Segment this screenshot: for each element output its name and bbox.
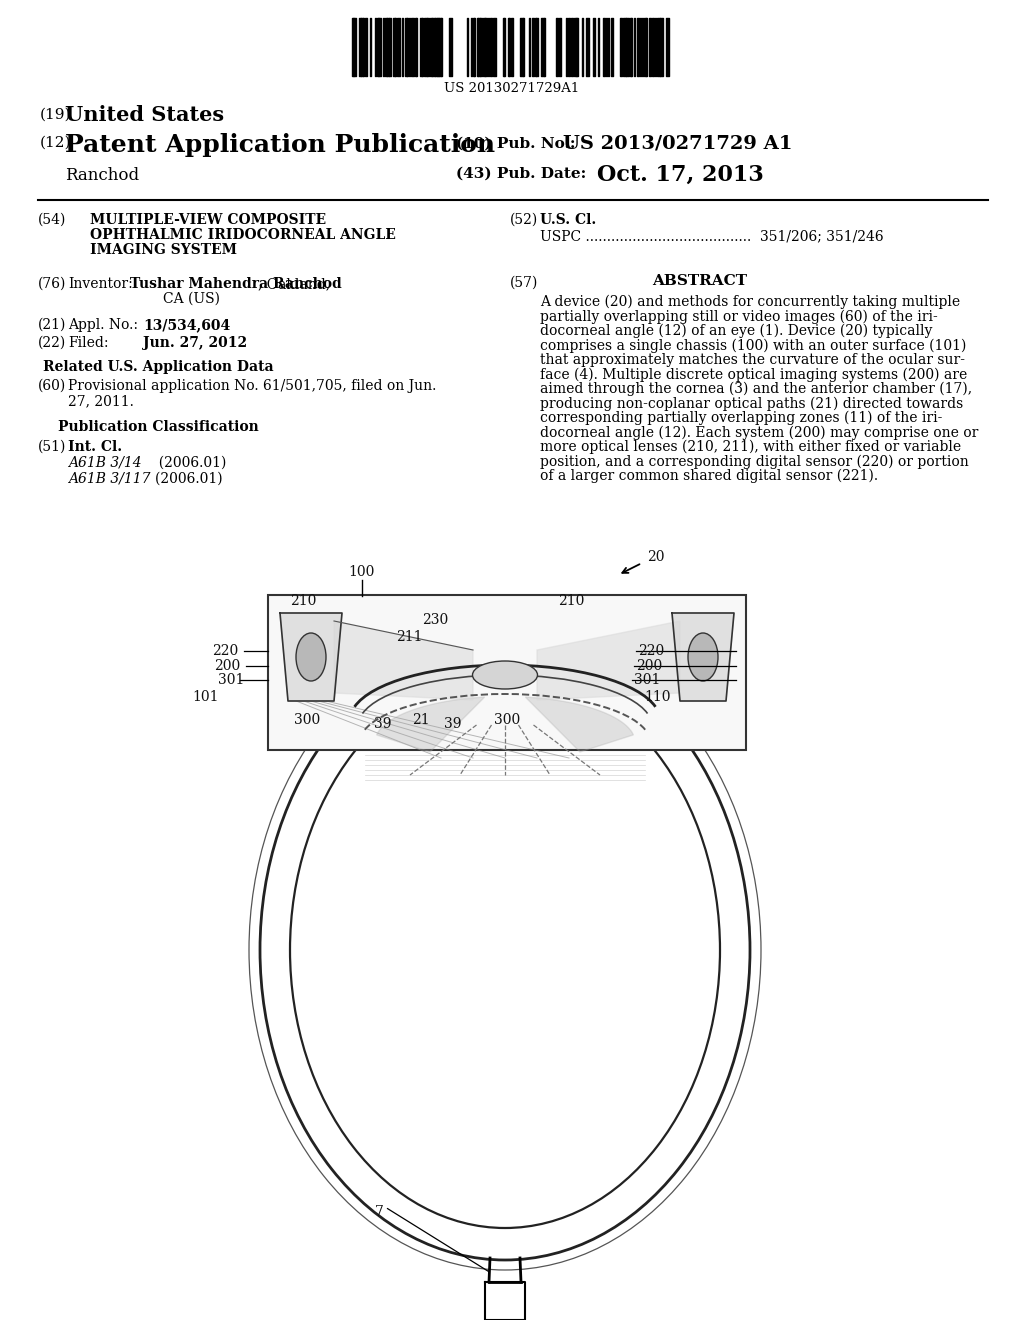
Text: United States: United States <box>65 106 224 125</box>
Text: (10) Pub. No.:: (10) Pub. No.: <box>456 137 575 150</box>
Text: MULTIPLE-VIEW COMPOSITE: MULTIPLE-VIEW COMPOSITE <box>90 213 326 227</box>
Text: 27, 2011.: 27, 2011. <box>68 393 134 408</box>
Text: Jun. 27, 2012: Jun. 27, 2012 <box>143 337 247 350</box>
Text: 301: 301 <box>634 673 660 686</box>
Bar <box>268 595 746 750</box>
Text: 21: 21 <box>412 713 430 727</box>
Text: (19): (19) <box>40 108 72 121</box>
Text: Publication Classification: Publication Classification <box>57 420 258 434</box>
Text: docorneal angle (12) of an eye (1). Device (20) typically: docorneal angle (12) of an eye (1). Devi… <box>540 323 933 338</box>
Ellipse shape <box>688 634 718 681</box>
Text: 39: 39 <box>444 717 462 731</box>
Text: face (4). Multiple discrete optical imaging systems (200) are: face (4). Multiple discrete optical imag… <box>540 367 968 381</box>
Text: , Oakland,: , Oakland, <box>258 277 330 290</box>
Text: Patent Application Publication: Patent Application Publication <box>65 133 496 157</box>
Text: Ranchod: Ranchod <box>65 168 139 183</box>
Text: Filed:: Filed: <box>68 337 109 350</box>
Text: Appl. No.:: Appl. No.: <box>68 318 138 333</box>
Text: 110: 110 <box>644 690 671 704</box>
Polygon shape <box>334 620 473 700</box>
Text: 100: 100 <box>348 565 375 579</box>
Text: (22): (22) <box>38 337 67 350</box>
Text: CA (US): CA (US) <box>163 292 220 306</box>
Text: (54): (54) <box>38 213 67 227</box>
Text: (51): (51) <box>38 440 67 454</box>
Polygon shape <box>672 612 734 701</box>
Text: comprises a single chassis (100) with an outer surface (101): comprises a single chassis (100) with an… <box>540 338 967 352</box>
Text: (21): (21) <box>38 318 67 333</box>
Text: (76): (76) <box>38 277 67 290</box>
Text: Related U.S. Application Data: Related U.S. Application Data <box>43 360 273 374</box>
Text: (60): (60) <box>38 379 67 393</box>
Text: Inventor:: Inventor: <box>68 277 133 290</box>
Text: Oct. 17, 2013: Oct. 17, 2013 <box>597 164 764 186</box>
Text: (43) Pub. Date:: (43) Pub. Date: <box>456 168 587 181</box>
Ellipse shape <box>296 634 326 681</box>
Polygon shape <box>537 620 680 700</box>
Text: 220: 220 <box>212 644 239 657</box>
Text: US 20130271729A1: US 20130271729A1 <box>444 82 580 95</box>
Text: U.S. Cl.: U.S. Cl. <box>540 213 596 227</box>
Text: IMAGING SYSTEM: IMAGING SYSTEM <box>90 243 237 257</box>
Text: partially overlapping still or video images (60) of the iri-: partially overlapping still or video ima… <box>540 309 938 323</box>
Polygon shape <box>525 697 634 752</box>
Text: OPHTHALMIC IRIDOCORNEAL ANGLE: OPHTHALMIC IRIDOCORNEAL ANGLE <box>90 228 396 242</box>
Text: 300: 300 <box>494 713 520 727</box>
Text: Provisional application No. 61/501,705, filed on Jun.: Provisional application No. 61/501,705, … <box>68 379 436 393</box>
Text: (57): (57) <box>510 276 539 290</box>
Text: ABSTRACT: ABSTRACT <box>652 275 748 288</box>
Text: A61B 3/14: A61B 3/14 <box>68 455 141 470</box>
Polygon shape <box>377 697 484 752</box>
Text: 300: 300 <box>294 713 321 727</box>
Text: 200: 200 <box>214 659 241 673</box>
Text: 39: 39 <box>374 717 391 731</box>
Text: that approximately matches the curvature of the ocular sur-: that approximately matches the curvature… <box>540 352 965 367</box>
Text: 7: 7 <box>375 1205 384 1218</box>
Text: 210: 210 <box>290 594 316 609</box>
Text: 20: 20 <box>647 550 665 564</box>
Text: 230: 230 <box>422 612 449 627</box>
Text: A device (20) and methods for concurrently taking multiple: A device (20) and methods for concurrent… <box>540 294 961 309</box>
Text: (52): (52) <box>510 213 539 227</box>
Text: 200: 200 <box>636 659 663 673</box>
Text: aimed through the cornea (3) and the anterior chamber (17),: aimed through the cornea (3) and the ant… <box>540 381 972 396</box>
Text: position, and a corresponding digital sensor (220) or portion: position, and a corresponding digital se… <box>540 454 969 469</box>
Text: docorneal angle (12). Each system (200) may comprise one or: docorneal angle (12). Each system (200) … <box>540 425 978 440</box>
Ellipse shape <box>472 661 538 689</box>
Text: 101: 101 <box>193 690 218 704</box>
Text: (2006.01): (2006.01) <box>120 473 222 486</box>
Text: 220: 220 <box>638 644 665 657</box>
Polygon shape <box>280 612 342 701</box>
Text: A61B 3/117: A61B 3/117 <box>68 473 151 486</box>
Text: 211: 211 <box>396 630 423 644</box>
Text: more optical lenses (210, 211), with either fixed or variable: more optical lenses (210, 211), with eit… <box>540 440 962 454</box>
Text: USPC .......................................  351/206; 351/246: USPC ...................................… <box>540 228 884 243</box>
Text: 13/534,604: 13/534,604 <box>143 318 230 333</box>
Text: of a larger common shared digital sensor (221).: of a larger common shared digital sensor… <box>540 469 879 483</box>
Text: (2006.01): (2006.01) <box>115 455 226 470</box>
Text: Tushar Mahendra Ranchod: Tushar Mahendra Ranchod <box>130 277 342 290</box>
Text: 210: 210 <box>558 594 585 609</box>
Text: corresponding partially overlapping zones (11) of the iri-: corresponding partially overlapping zone… <box>540 411 942 425</box>
Text: US 2013/0271729 A1: US 2013/0271729 A1 <box>563 135 793 152</box>
Text: Int. Cl.: Int. Cl. <box>68 440 122 454</box>
Text: 301: 301 <box>218 673 245 686</box>
Text: (12): (12) <box>40 136 72 150</box>
Text: producing non-coplanar optical paths (21) directed towards: producing non-coplanar optical paths (21… <box>540 396 964 411</box>
